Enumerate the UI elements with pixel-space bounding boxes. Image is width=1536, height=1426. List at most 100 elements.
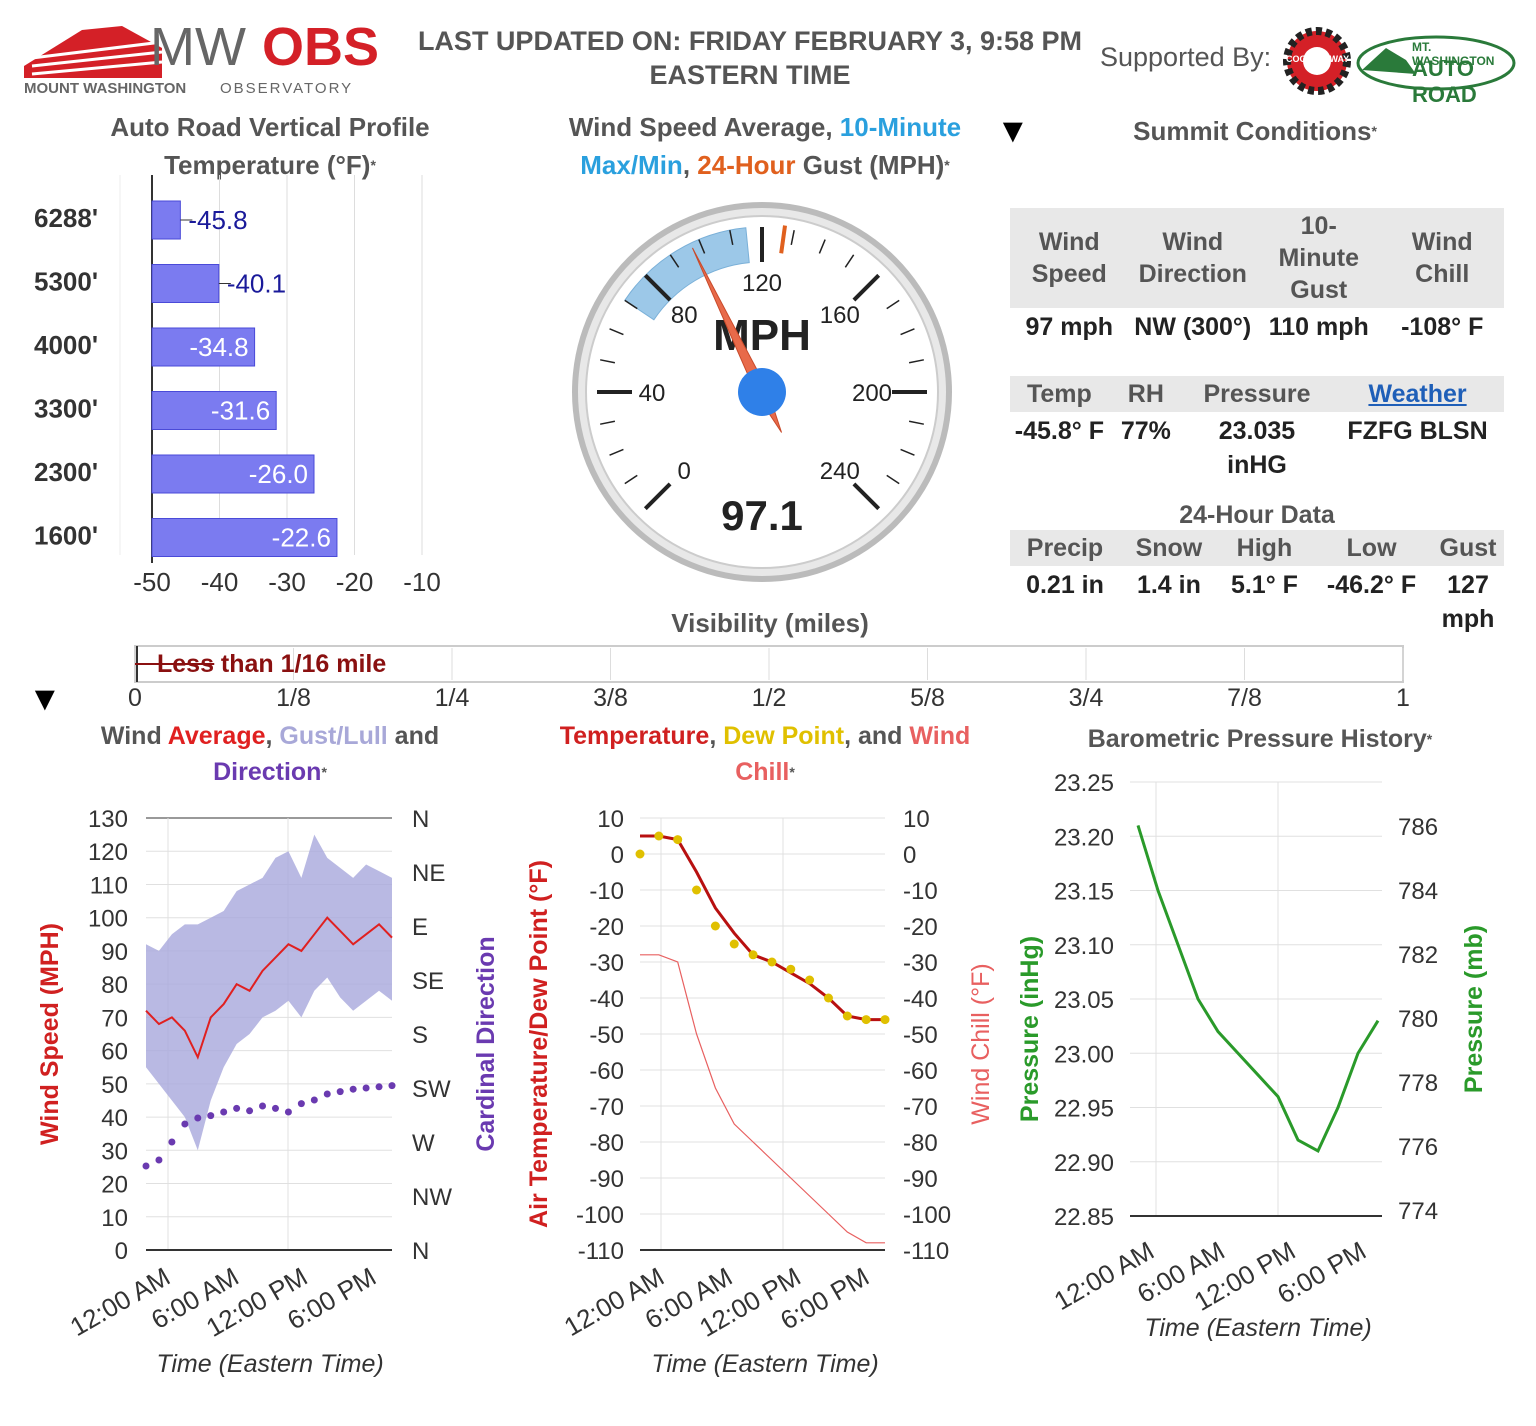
gauge-minor-tick (908, 359, 924, 364)
profile-xtick: -30 (268, 567, 306, 597)
wind-direction-point (284, 1108, 292, 1116)
temp-title-and: , and (844, 722, 910, 750)
gauge-title-maxmin: Max/Min (580, 150, 683, 180)
gauge-major-tick (643, 273, 672, 302)
pressure-ytick: 23.10 (1054, 933, 1114, 960)
summit-table-2: Temp RH Pressure Weather -45.8° F 77% 23… (1010, 376, 1504, 484)
gauge-title-24h: 24-Hour (697, 150, 796, 180)
temp-dew-point (861, 1015, 871, 1025)
hdr-gust: Gust (1432, 530, 1504, 566)
temp-y2tick: -50 (903, 1022, 938, 1049)
gauge-tick-label: 240 (820, 458, 860, 485)
hdr-wind-chill: Wind Chill (1380, 208, 1504, 308)
temp-ytick: -30 (589, 950, 624, 977)
profile-xtick: -20 (336, 567, 374, 597)
pressure-y2tick: 778 (1398, 1070, 1438, 1097)
wind-ytick: 0 (115, 1238, 128, 1265)
pressure-ytick: 23.00 (1054, 1041, 1114, 1068)
hdr-10min-gust: 10-Minute Gust (1256, 208, 1381, 308)
profile-category: 6288' (34, 203, 98, 233)
hdr-wind-direction: Wind Direction (1128, 208, 1257, 308)
visibility-tick: 3/8 (593, 684, 628, 712)
wind-title-wind: Wind (100, 722, 168, 750)
wind-y2tick: S (412, 1022, 428, 1049)
visibility-tick: 5/8 (910, 684, 945, 712)
profile-category: 1600' (34, 521, 98, 551)
wind-direction-point (259, 1102, 267, 1110)
wind-y2tick: NW (412, 1184, 452, 1211)
dropdown-arrow-icon[interactable]: ▼ (996, 112, 1030, 150)
wind-direction-point (323, 1090, 331, 1098)
profile-bar-label: -22.6 (272, 523, 331, 553)
profile-category: 2300' (34, 457, 98, 487)
wind-title-gust: Gust/Lull (279, 722, 388, 750)
wind-title-and: and (387, 722, 440, 750)
wind-direction-point (168, 1138, 176, 1146)
profile-bar-label: -40.1 (227, 269, 286, 299)
weather-link[interactable]: Weather (1368, 380, 1467, 408)
visibility-tick: 1 (1396, 684, 1410, 712)
wind-y2tick: SE (412, 968, 444, 995)
wind-direction-point (271, 1104, 279, 1112)
wind-direction-point (349, 1085, 357, 1093)
temp-title-wind: Wind (909, 722, 971, 750)
wind-title-average: Average (167, 722, 266, 750)
temp-y2tick: -110 (903, 1238, 949, 1265)
val-pressure: 23.035 inHG (1218, 417, 1296, 479)
gauge-minor-tick (624, 299, 638, 310)
temp-y2tick: -20 (903, 914, 938, 941)
hdr-snow: Snow (1119, 530, 1218, 566)
logo[interactable]: MW OBS MOUNT WASHINGTON OBSERVATORY (22, 17, 387, 98)
data24-title: 24-Hour Data (1179, 501, 1335, 529)
visibility-tick: 1/4 (435, 684, 470, 712)
profile-category: 4000' (34, 330, 98, 360)
wind-y2tick: SW (412, 1076, 451, 1103)
profile-bar (151, 454, 315, 494)
gauge-minor-tick (886, 474, 900, 485)
sponsor2-line1: MT. WASHINGTON (1412, 40, 1495, 68)
temp-dew-point (842, 1011, 852, 1021)
temp-y2tick: -80 (903, 1130, 938, 1157)
wind-direction-point (362, 1084, 370, 1092)
val-precip: 0.21 in (1026, 571, 1104, 599)
gauge-hub (738, 368, 786, 416)
gauge-minor-tick (669, 254, 680, 268)
profile-bar (151, 391, 277, 430)
temp-y2tick: -10 (903, 878, 938, 905)
auto-road-logo-icon (1356, 35, 1516, 91)
val-snow: 1.4 in (1136, 571, 1201, 599)
gauge-value: 97.1 (721, 492, 803, 539)
temperature-chart: 10 10 0 0 -10 -10 -20 -20 -30 -30 -40 -40 -50 -50 -60 -… (525, 806, 995, 1378)
temp-y2tick: -40 (903, 986, 938, 1013)
visibility-tick: 1/8 (276, 684, 311, 712)
wind-ytick: 20 (101, 1172, 128, 1199)
sponsor-cog-railway[interactable]: COG RAILWAY (1280, 26, 1354, 96)
temp-y2tick: -60 (903, 1058, 938, 1085)
val-wind-speed: 97 mph (1025, 313, 1114, 341)
gauge-star: * (944, 157, 950, 173)
wind-ytick: 80 (101, 972, 128, 999)
pressure-ytick: 23.20 (1054, 824, 1114, 851)
temp-y2tick: -30 (903, 950, 938, 977)
gauge-tick-label: 120 (742, 270, 782, 297)
updated-line2: EASTERN TIME (649, 60, 851, 90)
collapse-arrow-icon[interactable]: ▼ (28, 680, 62, 718)
profile-star: * (370, 157, 376, 173)
pressure-xtick: 12:00 AM (1049, 1235, 1159, 1316)
profile-xtick: -40 (201, 567, 239, 597)
profile-title: Auto Road Vertical Profile Temperature (… (60, 108, 480, 184)
pressure-y2tick: 782 (1398, 942, 1438, 969)
summit-table-3: Precip Snow High Low Gust 0.21 in 1.4 in… (1010, 530, 1504, 638)
pressure-star: * (1426, 731, 1433, 747)
gauge-tick-label: 80 (671, 302, 698, 329)
visibility-tick: 1/2 (752, 684, 787, 712)
supported-by-label: Supported By: (1100, 42, 1272, 72)
temp-dew-point (805, 975, 815, 985)
temp-y2tick: -70 (903, 1094, 938, 1121)
wind-direction-point (181, 1120, 189, 1128)
temp-temperature-line (640, 834, 885, 1022)
temp-ytick: -100 (576, 1202, 624, 1229)
val-high: 5.1° F (1230, 571, 1298, 599)
temp-ytick: -90 (589, 1166, 624, 1193)
sponsor-auto-road[interactable]: MT. WASHINGTON AUTO ROAD (1356, 34, 1516, 107)
